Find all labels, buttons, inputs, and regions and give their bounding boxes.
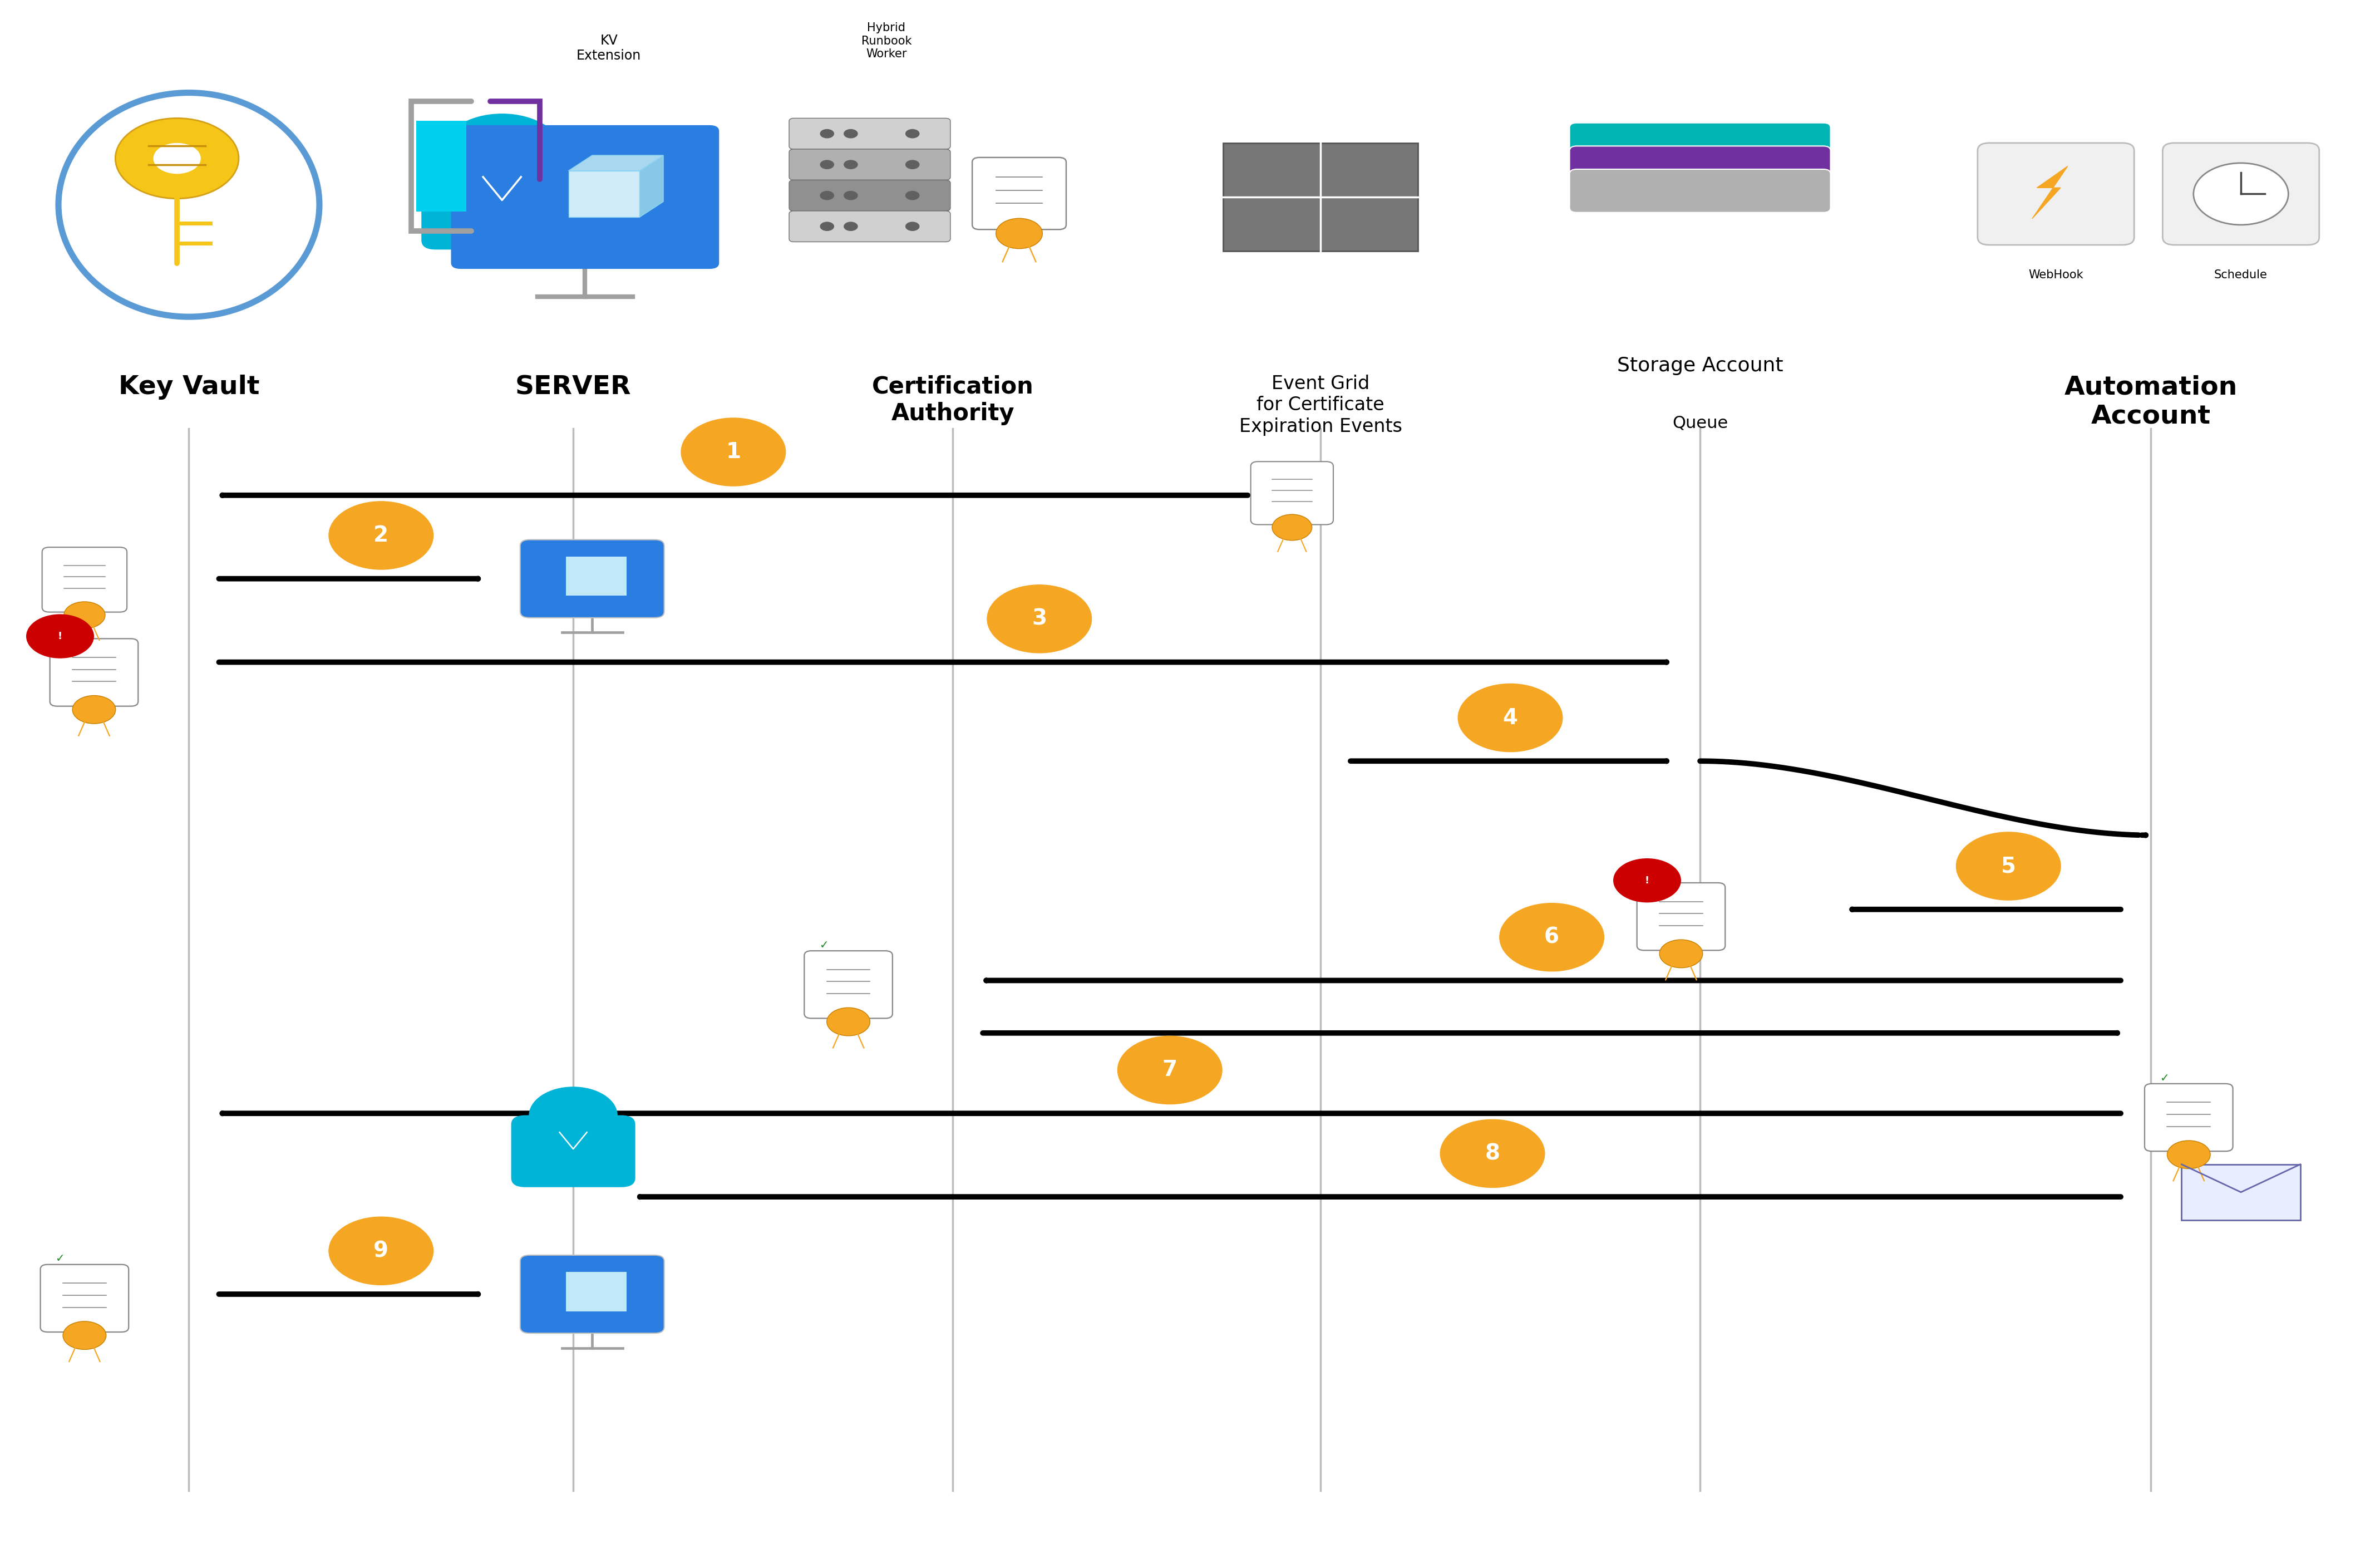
FancyBboxPatch shape (43, 547, 126, 612)
FancyBboxPatch shape (790, 149, 950, 180)
Text: 5: 5 (2002, 856, 2016, 877)
Text: 9: 9 (374, 1241, 388, 1261)
Text: Automation
Account: Automation Account (2063, 374, 2237, 429)
Text: !: ! (1645, 876, 1649, 885)
Circle shape (1271, 514, 1311, 540)
Circle shape (1119, 1036, 1221, 1104)
FancyBboxPatch shape (1568, 146, 1830, 189)
FancyBboxPatch shape (50, 638, 138, 707)
Circle shape (843, 222, 857, 231)
Text: 2: 2 (374, 525, 388, 547)
Text: Queue: Queue (1673, 415, 1728, 432)
Circle shape (821, 191, 833, 200)
FancyBboxPatch shape (804, 950, 892, 1019)
Text: Schedule: Schedule (2213, 270, 2268, 281)
FancyBboxPatch shape (416, 121, 466, 211)
Circle shape (821, 129, 833, 138)
Circle shape (1459, 683, 1561, 752)
FancyBboxPatch shape (1223, 143, 1418, 252)
FancyBboxPatch shape (971, 157, 1066, 230)
Text: 6: 6 (1545, 927, 1559, 947)
FancyBboxPatch shape (40, 1264, 129, 1332)
Circle shape (995, 219, 1042, 248)
Circle shape (904, 191, 919, 200)
Circle shape (440, 113, 564, 194)
FancyBboxPatch shape (1978, 143, 2135, 245)
Circle shape (904, 222, 919, 231)
Circle shape (1440, 1120, 1545, 1188)
Text: ✓: ✓ (2159, 1073, 2168, 1084)
FancyBboxPatch shape (2182, 1165, 2299, 1221)
Circle shape (681, 418, 785, 486)
Circle shape (2194, 163, 2287, 225)
Circle shape (843, 129, 857, 138)
FancyBboxPatch shape (2144, 1084, 2232, 1151)
Polygon shape (569, 171, 640, 217)
Text: Storage Account: Storage Account (1616, 356, 1783, 376)
Circle shape (62, 1322, 107, 1350)
Polygon shape (566, 1272, 626, 1311)
Polygon shape (2033, 166, 2068, 219)
Circle shape (821, 222, 833, 231)
Text: Event Grid
for Certificate
Expiration Events: Event Grid for Certificate Expiration Ev… (1240, 374, 1402, 436)
Circle shape (71, 696, 117, 724)
Polygon shape (640, 155, 664, 217)
Circle shape (328, 502, 433, 570)
Circle shape (2168, 1140, 2211, 1169)
FancyBboxPatch shape (1637, 882, 1725, 950)
Polygon shape (566, 556, 626, 596)
FancyBboxPatch shape (790, 118, 950, 149)
FancyBboxPatch shape (790, 211, 950, 242)
FancyBboxPatch shape (521, 1255, 664, 1332)
FancyBboxPatch shape (452, 126, 719, 269)
Circle shape (904, 129, 919, 138)
Circle shape (1659, 940, 1702, 968)
Circle shape (988, 585, 1092, 652)
FancyBboxPatch shape (521, 540, 664, 618)
Circle shape (843, 191, 857, 200)
FancyBboxPatch shape (1568, 169, 1830, 213)
FancyBboxPatch shape (1252, 461, 1333, 525)
Text: KV
Extension: KV Extension (576, 34, 640, 62)
Text: Key Vault: Key Vault (119, 374, 259, 399)
Text: !: ! (57, 631, 62, 641)
Circle shape (64, 601, 105, 629)
FancyBboxPatch shape (512, 1115, 635, 1186)
Polygon shape (569, 155, 664, 171)
Text: ✓: ✓ (819, 940, 828, 950)
Circle shape (152, 143, 200, 174)
Circle shape (26, 613, 95, 658)
Text: 7: 7 (1161, 1059, 1178, 1081)
Text: 4: 4 (1502, 707, 1518, 728)
Circle shape (1499, 904, 1604, 971)
Circle shape (821, 160, 833, 169)
Text: 3: 3 (1033, 609, 1047, 629)
Circle shape (904, 160, 919, 169)
Text: 8: 8 (1485, 1143, 1499, 1165)
Text: 1: 1 (726, 441, 740, 463)
FancyBboxPatch shape (421, 157, 583, 250)
Circle shape (1956, 832, 2061, 901)
Circle shape (114, 118, 238, 199)
Text: Hybrid
Runbook
Worker: Hybrid Runbook Worker (862, 23, 912, 59)
Circle shape (1614, 859, 1680, 902)
Circle shape (528, 1087, 619, 1145)
Text: Certification
Authority: Certification Authority (871, 374, 1033, 426)
Circle shape (826, 1008, 871, 1036)
Circle shape (843, 160, 857, 169)
Text: ✓: ✓ (55, 1253, 64, 1264)
FancyBboxPatch shape (790, 180, 950, 211)
FancyBboxPatch shape (2163, 143, 2318, 245)
Text: SERVER: SERVER (514, 374, 631, 399)
Circle shape (328, 1218, 433, 1284)
Text: WebHook: WebHook (2028, 270, 2082, 281)
FancyBboxPatch shape (1568, 123, 1830, 166)
